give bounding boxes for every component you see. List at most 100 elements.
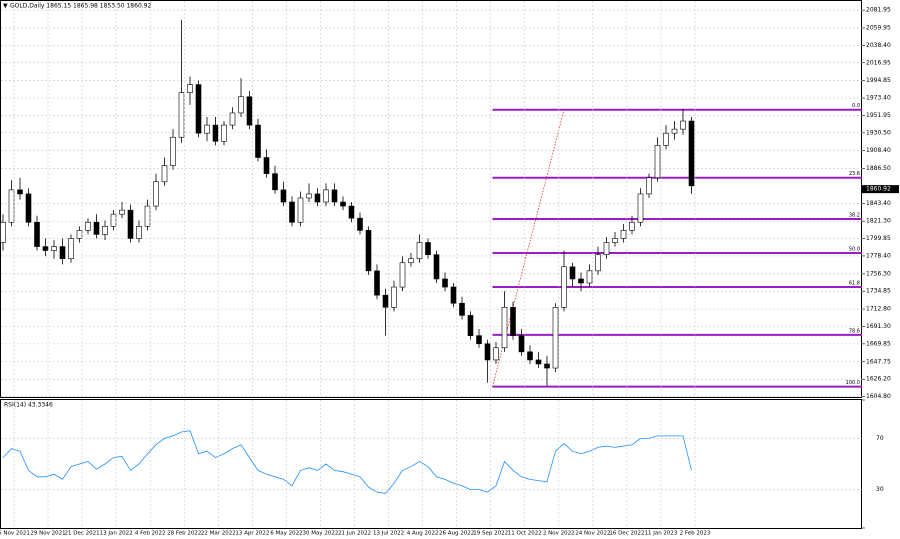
candle-body (391, 286, 397, 308)
candle-body (425, 242, 431, 255)
candle-body (187, 84, 193, 93)
candle-body (289, 201, 295, 223)
y-tick-label: 1930.50 (866, 129, 891, 136)
candle-body (680, 120, 686, 130)
candle-body (416, 242, 423, 260)
candle-body (357, 217, 363, 231)
candle-body (110, 213, 117, 227)
fib-label: 38.2 (849, 213, 860, 219)
candle-body (527, 351, 533, 361)
candle-body (688, 120, 695, 187)
candle-body (76, 230, 83, 239)
y-tick-label: 1712.80 (866, 306, 891, 313)
candle-body (484, 343, 491, 361)
candle-body (510, 307, 516, 336)
y-tick-label: 1799.85 (866, 235, 891, 242)
candle-body (195, 84, 202, 134)
y-tick-label: 2059.95 (866, 24, 891, 31)
fib-label: 100.0 (846, 380, 860, 386)
candle-body (518, 335, 525, 353)
candle-body (433, 254, 440, 280)
x-tick-label: 11 Oct 2022 (508, 531, 542, 537)
x-tick-label: 2 Nov 2022 (543, 531, 575, 537)
candle-body (569, 266, 576, 280)
y-tick-label: 1691.30 (866, 323, 891, 330)
y-tick-label: 1604.80 (866, 393, 891, 400)
fib-label: 78.6 (849, 328, 860, 334)
candle-body (663, 132, 669, 146)
y-tick-label: 30 (876, 486, 884, 493)
candle-body (629, 221, 635, 231)
candle-body (365, 230, 372, 272)
y-tick-label: 1647.75 (866, 358, 891, 365)
candle-body (204, 124, 210, 134)
chart-title: GOLD,Daily 1865.15 1865.98 1853.50 1860.… (10, 3, 151, 10)
candle-body (297, 197, 304, 223)
x-tick-label: 22 Mar 2022 (201, 531, 236, 537)
candle-body (314, 193, 321, 203)
candle-body (178, 92, 185, 138)
x-tick-label: 24 Nov 2022 (575, 531, 610, 537)
candle-body (272, 173, 278, 191)
x-tick-label: 13 Apr 2022 (235, 531, 269, 537)
x-tick-label: 2 Feb 2023 (680, 531, 711, 537)
candle-body (646, 177, 652, 195)
candle-body (34, 221, 40, 247)
candle-body (442, 278, 448, 288)
rsi-title: RSI(14) 43.3346 (4, 402, 53, 409)
x-tick-label: 11 Jan 2023 (644, 531, 677, 537)
candle-body (8, 189, 15, 223)
y-tick-label: 1778.40 (866, 252, 891, 259)
candle-body (144, 205, 151, 227)
x-tick-label: 13 Jan 2022 (100, 531, 133, 537)
candle-body (25, 193, 32, 223)
candle-body (280, 189, 287, 203)
candle-body (671, 128, 678, 134)
candle-body (382, 294, 389, 308)
candle-body (42, 246, 49, 251)
collapse-icon: ▼ (3, 3, 8, 10)
x-tick-label: 19 Sep 2022 (473, 531, 508, 537)
candle-body (637, 193, 644, 223)
candle-body (408, 258, 414, 264)
x-tick-label: 4 Aug 2022 (407, 531, 439, 537)
candle-body (0, 221, 6, 243)
candle-body (170, 136, 176, 166)
candle-body (654, 145, 661, 179)
last-price-label: 1860.92 (866, 186, 891, 193)
x-tick-label: 13 Jul 2022 (373, 531, 404, 537)
candle-body (493, 347, 499, 361)
candle-body (59, 246, 66, 260)
candle-body (586, 270, 593, 284)
candle-body (535, 359, 542, 365)
x-tick-label: 21 Dec 2021 (65, 531, 100, 537)
candle-body (374, 270, 380, 296)
candle-body (136, 226, 142, 239)
x-tick-label: 28 Feb 2022 (167, 531, 201, 537)
candle-body (467, 315, 474, 336)
candle-body (212, 124, 219, 142)
candle-body (459, 302, 465, 316)
x-tick-label: 21 Jun 2022 (338, 531, 371, 537)
y-tick-label: 1908.40 (866, 147, 891, 154)
candle-body (331, 189, 338, 203)
y-tick-label: 1973.40 (866, 95, 891, 102)
candle-body (603, 242, 610, 255)
y-tick-label: 1669.85 (866, 340, 891, 347)
candle-body (340, 201, 346, 207)
candle-body (561, 266, 567, 308)
candle-body (323, 189, 329, 203)
y-tick-label: 1843.40 (866, 200, 891, 207)
candle-body (238, 96, 244, 114)
candle-body (255, 124, 261, 158)
x-tick-label: 4 Feb 2022 (135, 531, 166, 537)
candle-body (595, 254, 601, 272)
candle-body (348, 205, 355, 219)
candle-body (263, 157, 270, 174)
rsi-line (2, 430, 692, 494)
x-tick-label: 5 Nov 2021 (0, 531, 30, 537)
candle-body (306, 193, 312, 199)
y-tick-label: 1821.30 (866, 218, 891, 225)
